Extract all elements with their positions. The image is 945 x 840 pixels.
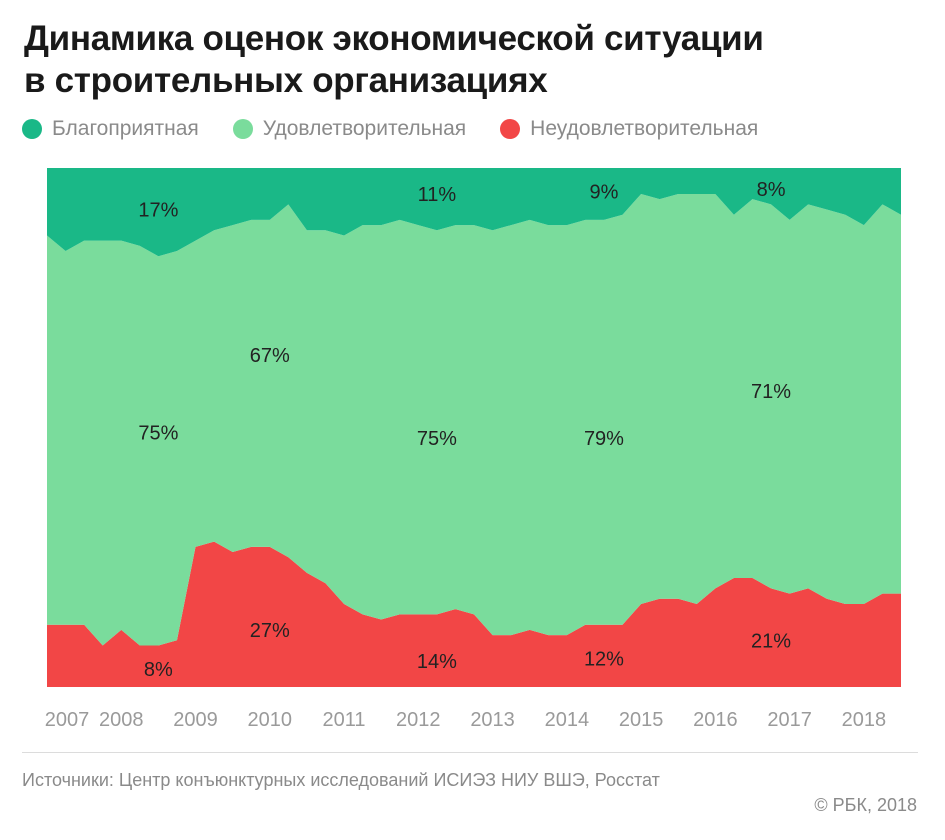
data-label: 8% bbox=[757, 179, 786, 201]
data-label: 71% bbox=[751, 381, 791, 403]
x-tick-label: 2007 bbox=[45, 709, 90, 731]
legend-label-unsatisfactory: Неудовлетворительная bbox=[530, 117, 759, 140]
x-tick-label: 2008 bbox=[99, 709, 144, 731]
legend-label-satisfactory: Удовлетворительная bbox=[262, 117, 467, 140]
legend-swatch-unsatisfactory bbox=[500, 119, 521, 139]
legend-label-favorable: Благоприятная bbox=[52, 117, 199, 140]
copyright: © РБК, 2018 bbox=[814, 795, 917, 815]
data-label: 9% bbox=[590, 181, 619, 203]
data-label: 17% bbox=[138, 200, 178, 222]
x-tick-label: 2014 bbox=[545, 709, 590, 731]
x-tick-label: 2016 bbox=[693, 709, 738, 731]
legend-swatch-favorable bbox=[22, 119, 42, 139]
chart-title-line-2: в строительных организациях bbox=[24, 61, 548, 100]
x-tick-label: 2017 bbox=[767, 709, 812, 731]
x-tick-label: 2009 bbox=[173, 709, 218, 731]
area-series-favorable bbox=[47, 168, 901, 257]
x-axis-ticks: 2007 2008 2009 2010 2011 2012 2013 2014 2015 2016… bbox=[45, 709, 886, 731]
data-label: 12% bbox=[584, 648, 624, 670]
x-tick-label: 2018 bbox=[842, 709, 887, 731]
chart-annotations: 17% 75% 8% 67% 27% 11% 75% 14% 9% 79% 12% 8% 71% 21% bbox=[138, 179, 791, 681]
chart-title-line-1: Динамика оценок экономической ситуации bbox=[24, 19, 764, 58]
data-label: 79% bbox=[584, 428, 624, 450]
footer-divider bbox=[22, 752, 918, 753]
x-tick-label: 2015 bbox=[619, 709, 664, 731]
legend-item-satisfactory: Удовлетворительная bbox=[232, 117, 467, 141]
x-tick-label: 2010 bbox=[248, 709, 293, 731]
legend-swatch-satisfactory bbox=[232, 119, 253, 139]
chart-areas bbox=[47, 168, 901, 687]
data-label: 75% bbox=[138, 423, 178, 445]
legend-item-favorable: Благоприятная bbox=[22, 117, 199, 141]
chart-title: Динамика оценок экономической ситуации в… bbox=[24, 18, 924, 102]
x-tick-label: 2011 bbox=[323, 709, 366, 731]
legend-item-unsatisfactory: Неудовлетворительная bbox=[500, 117, 758, 141]
x-tick-label: 2012 bbox=[396, 709, 441, 731]
data-label: 14% bbox=[417, 651, 457, 673]
area-series-satisfactory bbox=[47, 193, 901, 646]
chart-legend: Благоприятная Удовлетворительная Неудовл… bbox=[22, 117, 758, 141]
data-label: 11% bbox=[418, 184, 457, 206]
data-label: 27% bbox=[250, 620, 290, 642]
data-label: 75% bbox=[417, 428, 457, 450]
data-label: 21% bbox=[751, 630, 791, 652]
x-tick-label: 2013 bbox=[470, 709, 515, 731]
data-label: 8% bbox=[144, 659, 173, 681]
source-note: Источники: Центр конъюнктурных исследова… bbox=[22, 770, 660, 790]
data-label: 67% bbox=[250, 345, 290, 367]
stacked-area-chart: 17%75%8%67%27%11%75%14%9%79%12%8%71%21% … bbox=[45, 168, 901, 731]
